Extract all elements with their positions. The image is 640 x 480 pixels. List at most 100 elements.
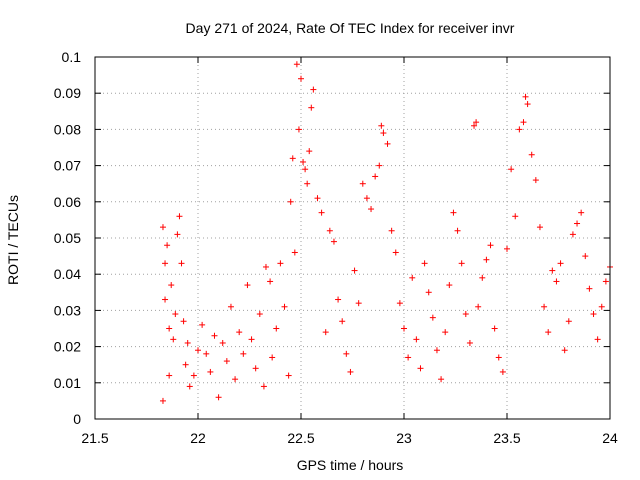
data-point — [508, 166, 515, 173]
data-point — [330, 238, 337, 245]
y-tick-label: 0.07 — [54, 158, 81, 174]
data-point — [310, 86, 317, 93]
data-point — [178, 260, 185, 267]
data-point — [273, 325, 280, 332]
data-point — [300, 158, 307, 165]
data-point — [182, 361, 189, 368]
data-point — [524, 101, 531, 108]
data-point — [545, 329, 552, 336]
data-point — [520, 119, 527, 126]
data-point — [318, 209, 325, 216]
x-axis-label: GPS time / hours — [297, 457, 404, 473]
data-point — [203, 350, 210, 357]
data-point — [302, 166, 309, 173]
data-point — [162, 260, 169, 267]
chart-title: Day 271 of 2024, Rate Of TEC Index for r… — [186, 20, 515, 36]
data-point — [372, 173, 379, 180]
data-point — [458, 260, 465, 267]
data-point — [240, 350, 247, 357]
data-point — [413, 336, 420, 343]
data-point — [166, 325, 173, 332]
data-point — [491, 325, 498, 332]
data-point — [466, 339, 473, 346]
data-point — [260, 383, 267, 390]
data-point — [172, 311, 179, 318]
x-tick-label: 24 — [602, 430, 618, 446]
data-point — [285, 372, 292, 379]
data-point — [176, 213, 183, 220]
y-tick-label: 0.01 — [54, 375, 81, 391]
data-point — [442, 329, 449, 336]
data-point — [267, 278, 274, 285]
y-tick-label: 0.04 — [54, 266, 81, 282]
data-point — [277, 260, 284, 267]
data-point — [429, 314, 436, 321]
data-point — [227, 303, 234, 310]
x-tick-label: 22.5 — [287, 430, 314, 446]
x-tick-label: 23.5 — [493, 430, 520, 446]
data-point — [380, 130, 387, 137]
data-point — [479, 274, 486, 281]
y-tick-label: 0.1 — [62, 49, 82, 65]
data-point — [536, 224, 543, 231]
data-point — [186, 383, 193, 390]
data-point — [215, 394, 222, 401]
y-tick-label: 0.06 — [54, 194, 81, 210]
data-point — [291, 249, 298, 256]
data-point — [473, 119, 480, 126]
data-markers — [159, 61, 613, 404]
data-point — [281, 303, 288, 310]
data-point — [207, 368, 214, 375]
data-point — [159, 397, 166, 404]
y-axis-label: ROTI / TECUs — [5, 195, 21, 285]
data-point — [522, 93, 529, 100]
data-point — [516, 126, 523, 133]
data-point — [378, 122, 385, 129]
data-point — [289, 155, 296, 162]
data-point — [376, 162, 383, 169]
data-point — [219, 339, 226, 346]
data-point — [363, 195, 370, 202]
data-point — [392, 249, 399, 256]
data-point — [223, 358, 230, 365]
data-point — [396, 300, 403, 307]
data-point — [335, 296, 342, 303]
grid-lines — [95, 57, 610, 419]
y-tick-label: 0.03 — [54, 302, 81, 318]
data-point — [541, 303, 548, 310]
data-point — [586, 285, 593, 292]
data-point — [368, 206, 375, 213]
data-point — [199, 321, 206, 328]
plot-frame — [94, 56, 611, 420]
data-point — [164, 242, 171, 249]
data-point — [252, 365, 259, 372]
data-point — [244, 282, 251, 289]
data-point — [304, 180, 311, 187]
data-point — [475, 303, 482, 310]
data-point — [159, 224, 166, 231]
x-tick-label: 22 — [190, 430, 206, 446]
data-point — [602, 278, 609, 285]
data-point — [190, 372, 197, 379]
data-point — [293, 61, 300, 68]
data-point — [549, 267, 556, 274]
data-point — [405, 354, 412, 361]
y-tick-label: 0.08 — [54, 121, 81, 137]
data-point — [298, 75, 304, 82]
data-point — [417, 365, 424, 372]
data-point — [565, 318, 572, 325]
data-point — [574, 220, 581, 227]
data-point — [578, 209, 585, 216]
data-point — [425, 289, 432, 296]
data-point — [339, 318, 346, 325]
data-point — [598, 303, 605, 310]
data-point — [256, 311, 263, 318]
data-point — [512, 213, 519, 220]
data-point — [528, 151, 535, 158]
y-tick-label: 0.09 — [54, 85, 81, 101]
data-point — [561, 347, 568, 354]
x-tick-label: 21.5 — [81, 430, 108, 446]
data-point — [384, 140, 391, 147]
data-point — [532, 177, 539, 184]
axis-ticks: 21.5 22 22.5 23 23.5 24 0 0.01 0.02 0.03 0.04 0.05 0… — [54, 49, 618, 446]
